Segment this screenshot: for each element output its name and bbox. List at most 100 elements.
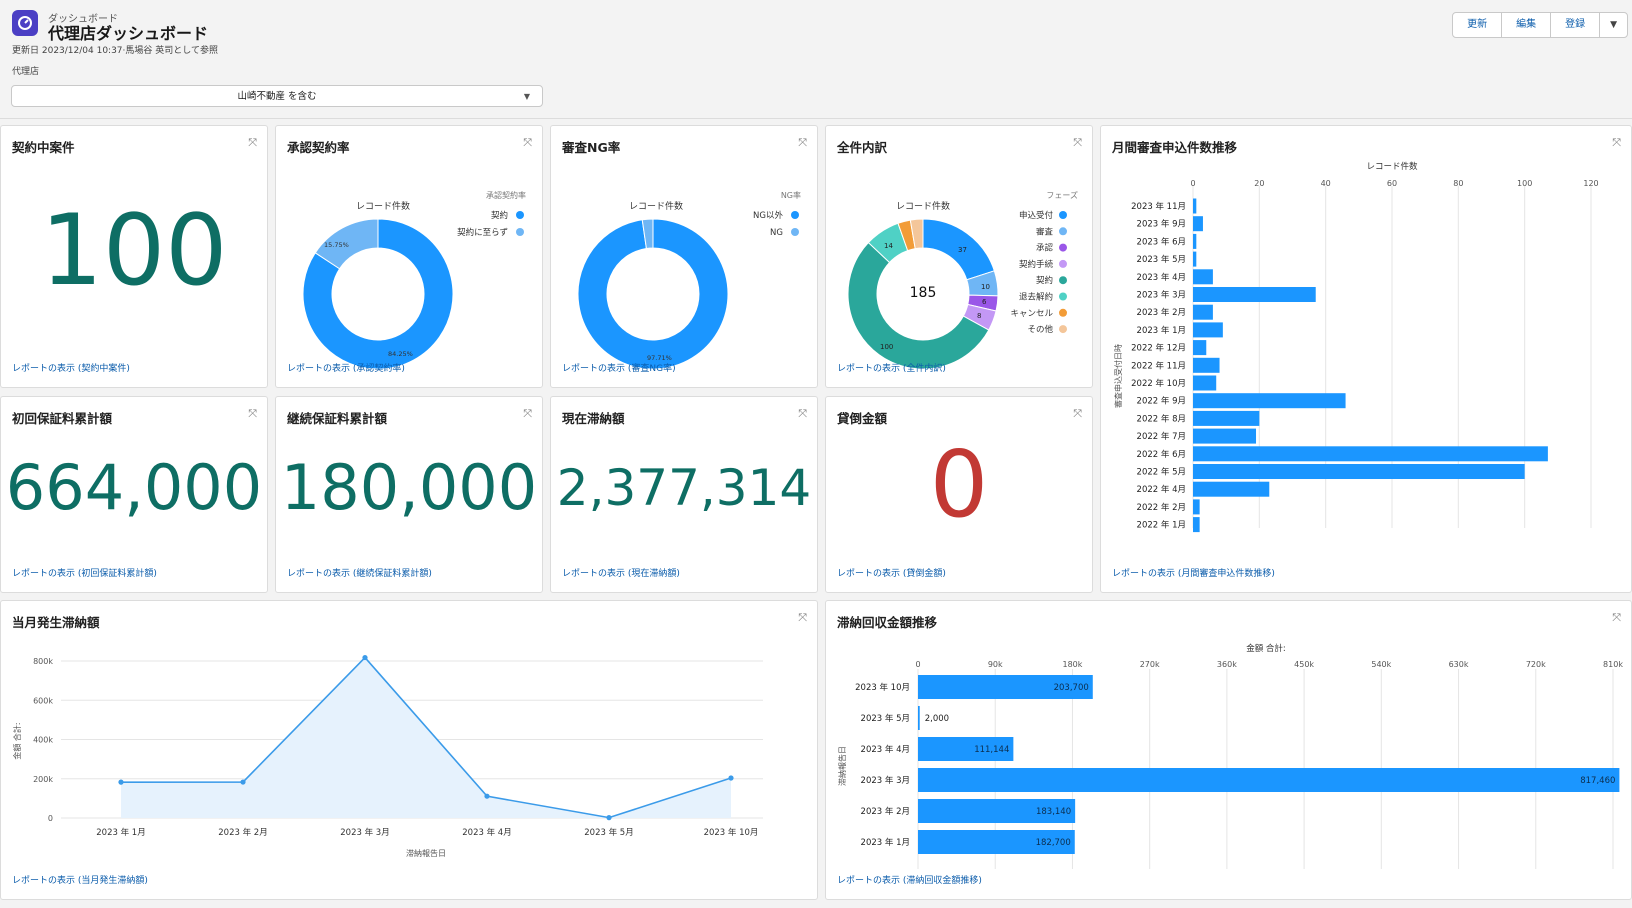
card-title: 現在滞納額 xyxy=(562,411,625,426)
data-point xyxy=(362,654,368,661)
x-tick-label: 90k xyxy=(988,660,1003,669)
expand-icon[interactable]: ⤧ xyxy=(248,136,257,149)
legend-label: 契約 xyxy=(1036,275,1053,286)
card-title: 契約中案件 xyxy=(12,140,75,155)
report-link[interactable]: レポートの表示 (継続保証料累計額) xyxy=(287,569,432,579)
card-title: 全件内訳 xyxy=(837,140,888,155)
legend-label: 退去解約 xyxy=(1019,292,1053,303)
bar xyxy=(1193,446,1548,462)
y-tick-label: 800k xyxy=(33,657,53,666)
bar xyxy=(1193,517,1200,533)
y-tick-label: 2023 年 9月 xyxy=(1137,219,1186,230)
card-title: 貸倒金額 xyxy=(837,411,888,426)
data-label: 111,144 xyxy=(974,745,1009,755)
legend-swatch xyxy=(1059,259,1067,268)
approval-donut-chart: レコード件数 承認契約率 契約 契約に至らず 15.75% 84.25% xyxy=(302,190,526,370)
y-tick-label: 2023 年 10月 xyxy=(855,682,910,693)
bar xyxy=(1193,499,1200,515)
y-tick-label: 2023 年 1月 xyxy=(1137,325,1186,336)
expand-icon[interactable]: ⤧ xyxy=(1073,407,1082,420)
axis-title: 金額 合計: xyxy=(1246,643,1286,654)
y-tick-label: 2023 年 6月 xyxy=(1137,236,1186,247)
y-tick-label: 2022 年 10月 xyxy=(1131,378,1186,389)
card-title: 月間審査申込件数推移 xyxy=(1112,140,1238,155)
report-link[interactable]: レポートの表示 (契約中案件) xyxy=(12,364,130,374)
report-link[interactable]: レポートの表示 (現在滞納額) xyxy=(562,569,680,579)
y-tick-label: 2023 年 4月 xyxy=(1137,272,1186,283)
y-tick-label: 2022 年 8月 xyxy=(1137,413,1186,424)
refresh-button[interactable]: 更新 xyxy=(1453,13,1503,37)
card-ng: 審査NG率 ⤧ レコード件数 NG率 NG以外 NG 97.71% レポートの表… xyxy=(550,125,818,388)
header-button-group: 更新 編集 登録 ▼ xyxy=(1452,12,1628,38)
y-tick-label: 2023 年 5月 xyxy=(861,713,910,724)
donut-segment xyxy=(847,241,990,370)
report-link[interactable]: レポートの表示 (貸倒金額) xyxy=(837,569,946,579)
x-tick-label: 0 xyxy=(915,660,920,669)
report-link[interactable]: レポートの表示 (審査NG率) xyxy=(562,364,676,374)
x-tick-label: 180k xyxy=(1062,660,1082,669)
x-tick-label: 2023 年 3月 xyxy=(340,827,389,838)
chevron-down-icon: ▼ xyxy=(1610,20,1617,30)
data-point xyxy=(240,779,246,785)
expand-icon[interactable]: ⤧ xyxy=(523,136,532,149)
bar xyxy=(1193,464,1525,479)
expand-icon[interactable]: ⤧ xyxy=(1612,136,1621,149)
expand-icon[interactable]: ⤧ xyxy=(798,136,807,149)
y-tick-label: 2023 年 5月 xyxy=(1137,254,1186,265)
report-link[interactable]: レポートの表示 (月間審査申込件数推移) xyxy=(1112,569,1275,579)
expand-icon[interactable]: ⤧ xyxy=(1612,611,1621,624)
data-point xyxy=(728,775,734,781)
x-tick-label: 2023 年 1月 xyxy=(96,827,145,838)
edit-button[interactable]: 編集 xyxy=(1502,13,1552,37)
data-label: 84.25% xyxy=(388,350,413,358)
expand-icon[interactable]: ⤧ xyxy=(248,407,257,420)
data-point xyxy=(484,793,490,799)
report-link[interactable]: レポートの表示 (承認契約率) xyxy=(287,364,405,374)
x-tick-label: 120 xyxy=(1583,179,1598,188)
y-tick-label: 2023 年 2月 xyxy=(861,806,910,817)
bar xyxy=(1193,233,1197,249)
bar xyxy=(1193,216,1203,232)
data-label: 15.75% xyxy=(324,241,349,249)
metric-value: 100 xyxy=(40,194,228,308)
expand-icon[interactable]: ⤧ xyxy=(798,407,807,420)
legend-label: NG以外 xyxy=(753,210,783,221)
x-tick-label: 2023 年 5月 xyxy=(584,827,633,838)
legend-swatch xyxy=(791,211,799,219)
x-tick-label: 540k xyxy=(1371,660,1391,669)
report-link[interactable]: レポートの表示 (全件内訳) xyxy=(837,364,946,374)
expand-icon[interactable]: ⤧ xyxy=(1073,136,1082,149)
legend-title: NG率 xyxy=(781,190,801,200)
chevron-down-icon: ▼ xyxy=(523,92,530,101)
x-tick-label: 100 xyxy=(1517,179,1532,188)
report-link[interactable]: レポートの表示 (当月発生滞納額) xyxy=(12,876,148,886)
dashboard-header: ダッシュボード 代理店ダッシュボード 更新日 2023/12/04 10:37·… xyxy=(0,0,1632,119)
breadcrumb[interactable]: ダッシュボード xyxy=(48,14,118,25)
report-link[interactable]: レポートの表示 (初回保証料累計額) xyxy=(12,569,157,579)
data-label: 97.71% xyxy=(647,354,672,362)
legend-label: その他 xyxy=(1027,324,1053,335)
bar xyxy=(918,768,1620,792)
axis-title: レコード件数 xyxy=(1366,161,1418,172)
bar xyxy=(1193,393,1346,409)
report-link[interactable]: レポートの表示 (滞納回収金額推移) xyxy=(837,876,982,886)
bar xyxy=(918,675,1093,699)
legend-title: 承認契約率 xyxy=(486,190,526,200)
y-tick-label: 2022 年 5月 xyxy=(1137,467,1186,478)
legend-swatch xyxy=(1059,325,1067,334)
donut-center-total: 185 xyxy=(910,285,937,301)
agency-filter-select[interactable]: 山崎不動産 を含む ▼ xyxy=(11,85,543,107)
y-tick-label: 2023 年 3月 xyxy=(861,775,910,786)
y-tick-label: 2022 年 12月 xyxy=(1131,343,1186,354)
legend-label: 契約に至らず xyxy=(457,227,508,238)
subscribe-button[interactable]: 登録 xyxy=(1551,13,1601,37)
expand-icon[interactable]: ⤧ xyxy=(523,407,532,420)
legend-label: 承認 xyxy=(1036,243,1054,254)
more-actions-button[interactable]: ▼ xyxy=(1600,13,1627,37)
expand-icon[interactable]: ⤧ xyxy=(798,611,807,624)
bar xyxy=(1193,410,1260,426)
x-tick-label: 20 xyxy=(1254,179,1264,188)
x-tick-label: 450k xyxy=(1294,660,1314,669)
